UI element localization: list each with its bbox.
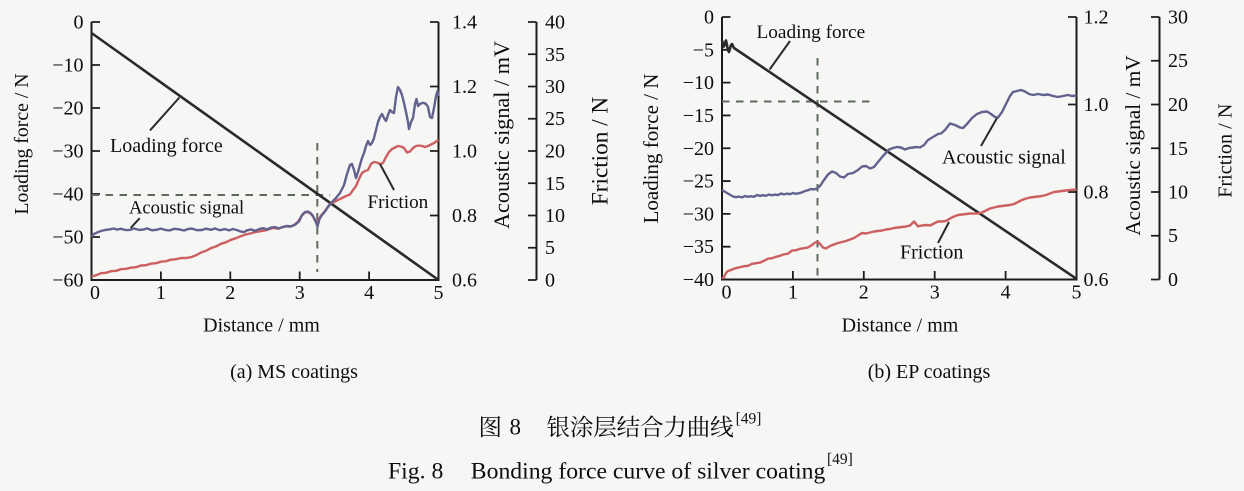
svg-text:−30: −30: [683, 203, 714, 225]
svg-text:−50: −50: [52, 227, 83, 249]
svg-text:−10: −10: [683, 72, 714, 94]
svg-text:8: 8: [510, 415, 522, 440]
svg-text:(a) MS coatings: (a) MS coatings: [230, 361, 358, 383]
svg-text:0: 0: [704, 7, 714, 29]
svg-text:15: 15: [1168, 138, 1188, 160]
svg-text:−20: −20: [52, 98, 83, 120]
svg-text:30: 30: [1168, 7, 1188, 29]
svg-text:5: 5: [1168, 225, 1178, 247]
svg-text:Loading force: Loading force: [757, 22, 866, 43]
svg-text:−30: −30: [52, 141, 83, 163]
svg-text:Loading force / N: Loading force / N: [11, 73, 33, 214]
svg-text:Distance / mm: Distance / mm: [203, 315, 320, 337]
svg-text:−20: −20: [683, 138, 714, 160]
svg-text:1: 1: [156, 282, 166, 304]
svg-text:2: 2: [225, 282, 235, 304]
svg-text:Friction / N: Friction / N: [588, 97, 614, 205]
svg-text:15: 15: [545, 173, 565, 195]
svg-text:5: 5: [1072, 282, 1082, 304]
svg-text:Friction / N: Friction / N: [1215, 103, 1237, 198]
svg-text:−40: −40: [52, 184, 83, 206]
svg-text:10: 10: [1168, 182, 1188, 204]
svg-text:1.0: 1.0: [452, 141, 477, 163]
svg-text:5: 5: [545, 237, 555, 259]
svg-text:1: 1: [788, 282, 798, 304]
svg-text:Acoustic signal: Acoustic signal: [942, 147, 1066, 169]
svg-text:−5: −5: [693, 39, 714, 61]
svg-text:20: 20: [1168, 94, 1188, 116]
svg-text:−40: −40: [683, 269, 714, 291]
svg-text:3: 3: [295, 282, 305, 304]
svg-text:Acoustic signal / mV: Acoustic signal / mV: [489, 41, 514, 229]
svg-text:40: 40: [545, 12, 565, 34]
svg-text:Friction: Friction: [368, 192, 429, 213]
svg-text:Distance / mm: Distance / mm: [842, 315, 959, 337]
svg-text:−15: −15: [683, 105, 714, 127]
svg-text:Fig. 8: Fig. 8: [388, 459, 443, 485]
svg-text:0: 0: [90, 282, 100, 304]
svg-text:(b) EP coatings: (b) EP coatings: [868, 361, 991, 383]
svg-text:0: 0: [545, 270, 555, 292]
svg-text:0: 0: [722, 282, 732, 304]
svg-text:Acoustic signal / mV: Acoustic signal / mV: [1121, 55, 1145, 236]
svg-text:3: 3: [930, 282, 940, 304]
svg-text:30: 30: [545, 76, 565, 98]
svg-text:4: 4: [1001, 282, 1011, 304]
svg-text:Friction: Friction: [900, 242, 963, 264]
svg-text:25: 25: [545, 108, 565, 130]
svg-text:10: 10: [545, 205, 565, 227]
svg-text:25: 25: [1168, 50, 1188, 72]
svg-text:0: 0: [74, 12, 84, 34]
svg-text:20: 20: [545, 141, 565, 163]
svg-text:[49]: [49]: [827, 451, 853, 468]
svg-text:0.8: 0.8: [1084, 182, 1109, 204]
svg-text:1.2: 1.2: [1084, 7, 1109, 29]
svg-text:[49]: [49]: [736, 411, 762, 428]
svg-text:−35: −35: [683, 236, 714, 258]
svg-text:35: 35: [545, 44, 565, 66]
svg-text:Acoustic signal: Acoustic signal: [129, 198, 244, 219]
svg-text:2: 2: [859, 282, 869, 304]
svg-text:0.6: 0.6: [452, 270, 477, 292]
svg-text:1.4: 1.4: [452, 12, 477, 34]
svg-text:Loading force / N: Loading force / N: [639, 74, 663, 224]
svg-text:1.2: 1.2: [452, 76, 477, 98]
svg-text:5: 5: [434, 282, 444, 304]
svg-text:0: 0: [1168, 269, 1178, 291]
svg-text:Loading force: Loading force: [110, 135, 223, 157]
svg-text:1.0: 1.0: [1084, 94, 1109, 116]
svg-text:−25: −25: [683, 171, 714, 193]
svg-text:0.6: 0.6: [1084, 269, 1109, 291]
svg-text:Bonding force curve of silver: Bonding force curve of silver coating: [471, 459, 826, 485]
svg-text:0.8: 0.8: [452, 205, 477, 227]
svg-text:4: 4: [364, 282, 374, 304]
svg-text:−60: −60: [52, 270, 83, 292]
svg-text:−10: −10: [52, 55, 83, 77]
